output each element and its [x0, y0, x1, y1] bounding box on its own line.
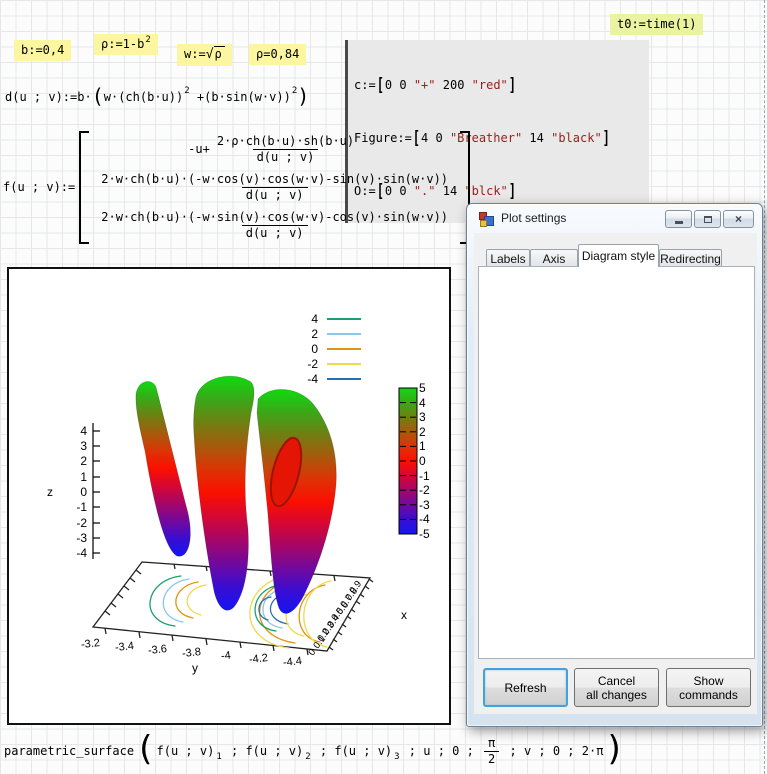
plot-settings-dialog: Plot settings × Labels Axis style Diagra…	[466, 203, 763, 727]
formula-t0[interactable]: t0:=time(1)	[610, 14, 704, 35]
maximize-icon	[703, 215, 712, 223]
formula-b[interactable]: b:=0,4	[14, 40, 72, 61]
form-icon	[479, 211, 495, 227]
maximize-button[interactable]	[694, 210, 721, 228]
cancel-all-changes-button[interactable]: Cancel all changes	[574, 668, 659, 707]
tab-page-diagram-style	[478, 266, 755, 659]
legend-entry: -4	[292, 372, 361, 386]
refresh-button[interactable]: Refresh	[483, 668, 568, 707]
legend-entry: 2	[292, 327, 361, 341]
close-icon: ×	[734, 212, 742, 226]
f-row-3: 2·w·ch(b·u)·(-w·sin(v)·cos(w·v)-cos(v)·s…	[101, 210, 449, 240]
page-break-line	[764, 0, 765, 774]
minimize-icon	[674, 221, 683, 224]
z-axis	[92, 423, 100, 559]
z-axis-title: z	[47, 485, 53, 499]
plot-3d-region[interactable]: 4 2 0 -2 -4 5 4 3 2 1 0 -1 -2 -3 -4 -5 4…	[7, 267, 451, 725]
formula-rho-def[interactable]: ρ:=1-b2	[94, 34, 158, 56]
matrix-row-o: O:=[0 0 "." 14 "blck"]	[354, 180, 517, 201]
formula-parametric-surface[interactable]: parametric_surface(f(u ; v) 1 ; f(u ; v) 2…	[4, 729, 625, 769]
matrix-row-c: c:=[0 0 "+" 200 "red"]	[354, 74, 516, 95]
plot-canvas	[91, 375, 418, 656]
legend-entry: 0	[292, 342, 361, 356]
colorbar	[398, 387, 418, 535]
matrix-bracket-left	[79, 131, 90, 244]
breather-surface	[135, 375, 337, 614]
tab-diagram-style[interactable]: Diagram style	[578, 244, 659, 267]
matrix-definitions-region[interactable]: c:=[0 0 "+" 200 "red"] Figure:=[4 0 "Bre…	[345, 40, 649, 223]
matrix-row-figure: Figure:=[4 0 "Breather" 14 "black"]	[354, 127, 610, 148]
minimize-button[interactable]	[665, 210, 692, 228]
radical-icon: √	[205, 47, 214, 62]
f-row-1: -u+ 2·ρ·ch(b·u)·sh(b·u) d(u ; v)	[188, 134, 355, 164]
formula-f-def[interactable]: f(u ; v):= -u+ 2·ρ·ch(b·u)·sh(b·u) d(u ; v…	[3, 131, 471, 244]
formula-d-def[interactable]: d(u ; v):=b·(w·(ch(b·u)) 2 +(b·sin(w·v)) 2…	[5, 84, 310, 108]
tab-redirecting[interactable]: Redirecting	[659, 249, 722, 266]
y-axis-title: y	[192, 661, 198, 675]
formula-rho-eval[interactable]: ρ=0,84	[249, 44, 307, 65]
tab-axis-style[interactable]: Axis style	[530, 249, 578, 280]
close-button[interactable]: ×	[723, 210, 754, 228]
x-axis-title: x	[401, 608, 407, 622]
show-commands-button[interactable]: Show commands	[666, 668, 751, 707]
legend-entry: -2	[292, 357, 361, 371]
tab-labels[interactable]: Labels	[486, 249, 530, 266]
dialog-title: Plot settings	[501, 211, 567, 225]
legend-entry: 4	[292, 312, 361, 326]
matrix-bracket-right	[460, 131, 471, 244]
formula-w-def[interactable]: w:=√ρ	[177, 44, 232, 67]
f-row-2: 2·w·ch(b·u)·(-w·cos(v)·cos(w·v)-sin(v)·s…	[101, 172, 449, 202]
